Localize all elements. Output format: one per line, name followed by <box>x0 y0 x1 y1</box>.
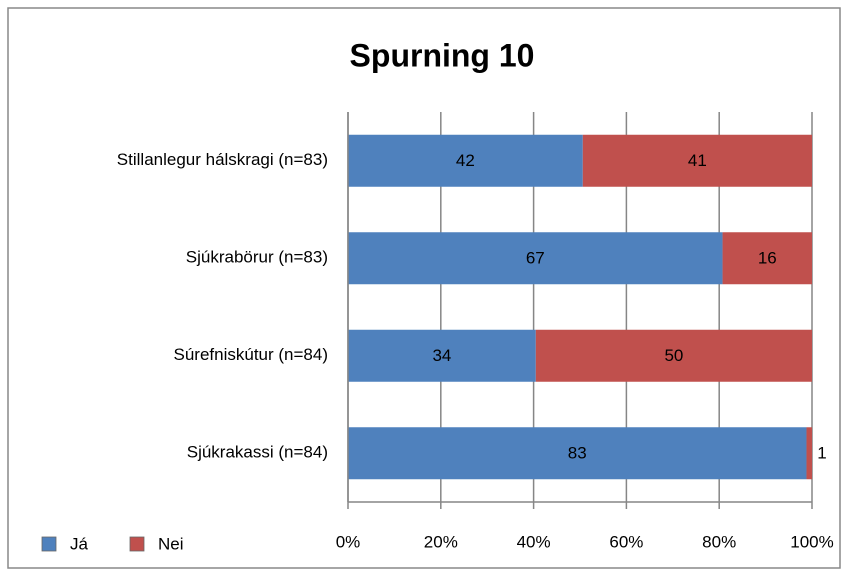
bar-segment <box>582 134 812 187</box>
bar-segment <box>535 329 812 382</box>
legend-label: Nei <box>158 534 184 553</box>
data-label: 16 <box>758 249 777 268</box>
chart-title: Spurning 10 <box>350 37 535 73</box>
bar-segment <box>348 329 536 382</box>
bar-segment <box>348 232 723 285</box>
data-label: 50 <box>664 346 683 365</box>
bar-segment <box>806 427 812 480</box>
chart-border <box>7 7 841 569</box>
y-tick-label: Sjúkrabörur (n=83) <box>186 248 328 267</box>
data-label: 83 <box>568 444 587 463</box>
bar-segment <box>348 427 807 480</box>
bar-segment <box>348 134 583 187</box>
x-tick-label: 100% <box>790 532 833 551</box>
x-tick-label: 40% <box>517 532 551 551</box>
y-tick-label: Súrefniskútur (n=84) <box>174 345 329 364</box>
x-tick-label: 80% <box>702 532 736 551</box>
legend-label: Já <box>70 534 89 553</box>
x-tick-label: 20% <box>424 532 458 551</box>
y-tick-label: Stillanlegur hálskragi (n=83) <box>117 150 328 169</box>
data-label: 41 <box>688 151 707 170</box>
legend-swatch <box>129 536 145 552</box>
data-label: 1 <box>817 444 826 463</box>
data-label: 34 <box>432 346 451 365</box>
data-label: 67 <box>526 249 545 268</box>
x-tick-label: 60% <box>609 532 643 551</box>
y-tick-label: Sjúkrakassi (n=84) <box>187 443 328 462</box>
x-tick-label: 0% <box>336 532 361 551</box>
legend-swatch <box>41 536 57 552</box>
data-label: 42 <box>456 151 475 170</box>
bar-segment <box>722 232 812 285</box>
